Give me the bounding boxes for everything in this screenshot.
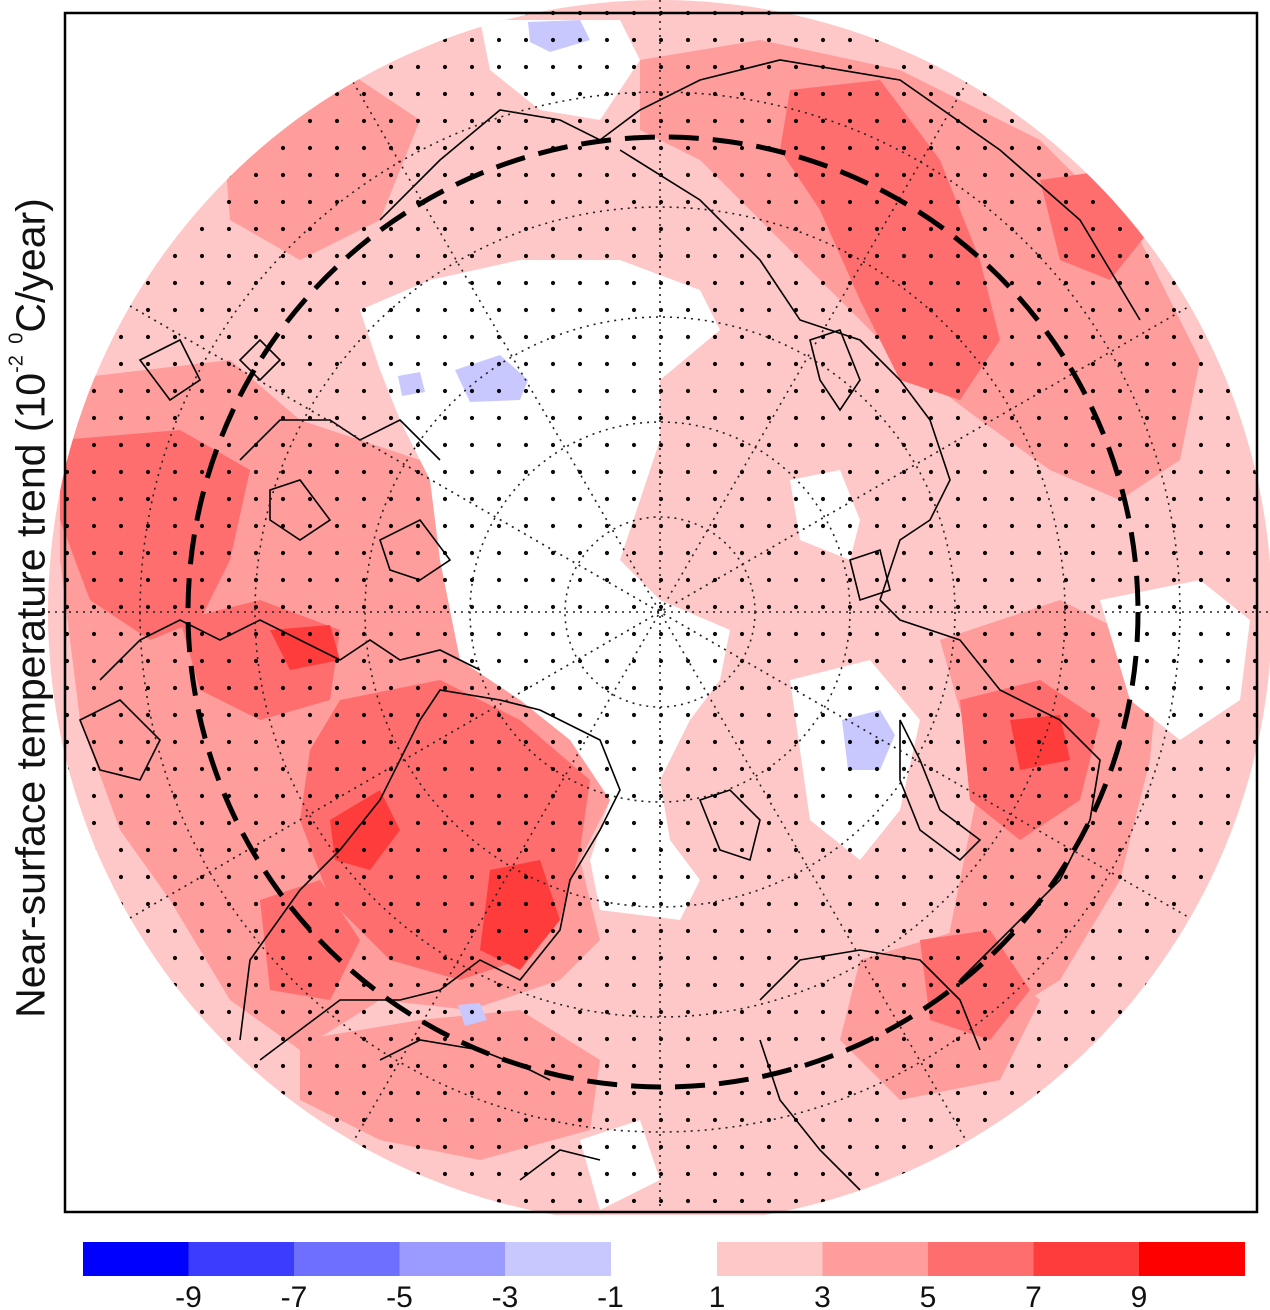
negative-swatch--7: [188, 1242, 295, 1276]
map-frame: [63, 11, 1259, 1214]
graticule: [48, 0, 1270, 1215]
positive-tick-label: 3: [814, 1281, 831, 1310]
negative-tick-label: -5: [386, 1281, 413, 1310]
positive-tick-label: 9: [1131, 1281, 1148, 1310]
negative-swatch--9: [83, 1242, 189, 1276]
dashed-reference-circle: [185, 134, 1141, 1090]
negative-tick-label: -3: [492, 1281, 519, 1310]
positive-tick-label: 7: [1025, 1281, 1042, 1310]
negative-swatch--1: [505, 1242, 611, 1276]
significance-stippling: [48, 0, 1270, 1215]
negative-tick-label: -1: [597, 1281, 624, 1310]
coastlines: [78, 59, 1141, 1191]
polar-map: [48, 0, 1270, 1215]
positive-tick-label: 5: [920, 1281, 937, 1310]
positive-swatch-5: [928, 1242, 1034, 1276]
positive-swatch-1: [717, 1242, 823, 1276]
positive-tick-label: 1: [709, 1281, 726, 1310]
negative-swatch--5: [294, 1242, 400, 1276]
positive-swatch-7: [1033, 1242, 1140, 1276]
positive-swatch-9: [1139, 1242, 1245, 1276]
positive-swatch-3: [822, 1242, 929, 1276]
map-fields: [48, 0, 1270, 1215]
negative-tick-label: -7: [281, 1281, 308, 1310]
negative-tick-label: -9: [175, 1281, 202, 1310]
negative-swatch--3: [399, 1242, 506, 1276]
